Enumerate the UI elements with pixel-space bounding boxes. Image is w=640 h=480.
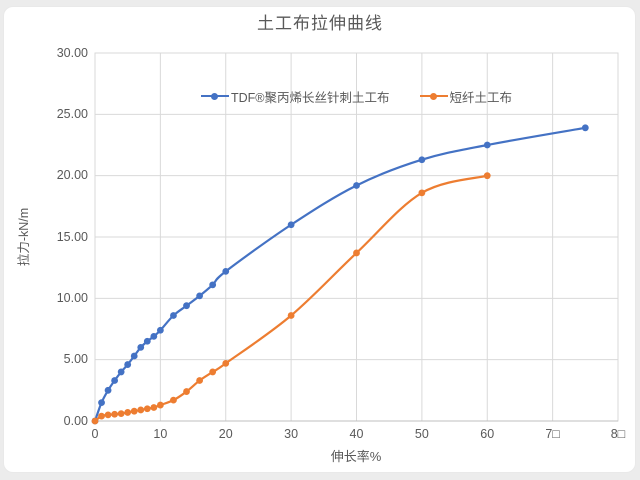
data-point-marker[interactable] — [418, 189, 426, 197]
data-point-marker[interactable] — [130, 407, 138, 415]
data-point-marker[interactable] — [130, 352, 138, 360]
data-point-marker[interactable] — [287, 312, 295, 319]
y-tick-label: 15.00 — [56, 229, 88, 244]
x-tick-label: 8□ — [610, 427, 626, 441]
data-point-marker[interactable] — [209, 281, 217, 289]
data-point-marker[interactable] — [183, 388, 190, 395]
data-point-marker[interactable] — [353, 182, 360, 189]
data-point-marker[interactable] — [222, 267, 230, 275]
data-point-marker[interactable] — [104, 386, 112, 394]
chart-card — [3, 6, 636, 473]
legend-item-tdf-geotextile[interactable]: TDF®聚丙烯长丝针刺土工布 — [200, 87, 390, 106]
data-point-marker[interactable] — [124, 361, 132, 368]
data-point-marker[interactable] — [137, 406, 145, 414]
data-point-marker[interactable] — [117, 410, 125, 418]
y-tick-label: 25.00 — [56, 106, 88, 121]
data-point-marker[interactable] — [418, 156, 426, 164]
gridlines — [94, 52, 619, 422]
data-point-marker[interactable] — [209, 368, 217, 376]
x-tick-label: 20 — [218, 427, 233, 441]
x-axis-title: 伸长率% — [330, 449, 382, 464]
data-point-marker[interactable] — [483, 141, 491, 149]
data-point-marker[interactable] — [183, 302, 190, 310]
data-point-marker[interactable] — [117, 368, 125, 376]
x-tick-label: 0 — [91, 427, 99, 441]
data-point-marker[interactable] — [581, 124, 589, 132]
data-point-marker[interactable] — [98, 399, 105, 406]
chart-title: 土工布拉伸曲线 — [257, 14, 383, 33]
series-short-fiber-geotextile — [91, 172, 491, 425]
y-tick-label: 0.00 — [63, 413, 88, 428]
data-point-marker[interactable] — [150, 404, 158, 411]
data-point-marker[interactable] — [196, 292, 204, 300]
y-tick-label: 20.00 — [56, 168, 88, 183]
x-tick-label: 10 — [153, 427, 168, 441]
data-point-marker[interactable] — [483, 172, 491, 180]
data-point-marker[interactable] — [170, 312, 177, 319]
data-point-marker[interactable] — [353, 249, 360, 257]
y-tick-label: 10.00 — [56, 290, 88, 305]
data-point-marker[interactable] — [124, 409, 132, 416]
data-point-marker[interactable] — [98, 412, 105, 420]
data-point-marker[interactable] — [143, 405, 151, 413]
data-point-marker[interactable] — [196, 377, 204, 384]
data-point-marker[interactable] — [156, 401, 164, 409]
y-tick-label: 30.00 — [56, 45, 88, 60]
series-tdf-geotextile — [91, 124, 589, 425]
data-point-marker[interactable] — [104, 411, 112, 419]
chart-legend: TDF®聚丙烯长丝针刺土工布 短纤土工布 — [95, 87, 618, 105]
data-point-marker[interactable] — [91, 417, 99, 425]
data-point-marker[interactable] — [150, 332, 158, 340]
data-point-marker[interactable] — [111, 377, 119, 384]
data-point-marker[interactable] — [156, 326, 164, 334]
legend-label-short-fiber-geotextile: 短纤土工布 — [449, 90, 513, 105]
legend-marker-orange-line-dot-icon — [419, 92, 448, 101]
legend-marker-blue-line-dot-icon — [200, 92, 229, 101]
legend-item-short-fiber-geotextile[interactable]: 短纤土工布 — [419, 87, 513, 106]
x-tick-label: 7□ — [545, 427, 560, 441]
legend-label-tdf-geotextile: TDF®聚丙烯长丝针刺土工布 — [230, 90, 390, 105]
data-point-marker[interactable] — [287, 221, 295, 229]
x-tick-label: 40 — [349, 427, 364, 441]
data-point-marker[interactable] — [137, 344, 145, 351]
data-point-marker[interactable] — [222, 359, 230, 367]
x-tick-label: 50 — [414, 427, 429, 441]
data-point-marker[interactable] — [170, 396, 177, 404]
data-point-marker[interactable] — [111, 410, 119, 418]
y-tick-label: 5.00 — [63, 352, 88, 367]
x-tick-label: 60 — [480, 427, 495, 441]
data-point-marker[interactable] — [143, 337, 151, 345]
x-tick-label: 30 — [284, 427, 299, 441]
y-axis-title: 拉力-kN/m — [17, 207, 31, 267]
series-line — [93, 126, 586, 422]
